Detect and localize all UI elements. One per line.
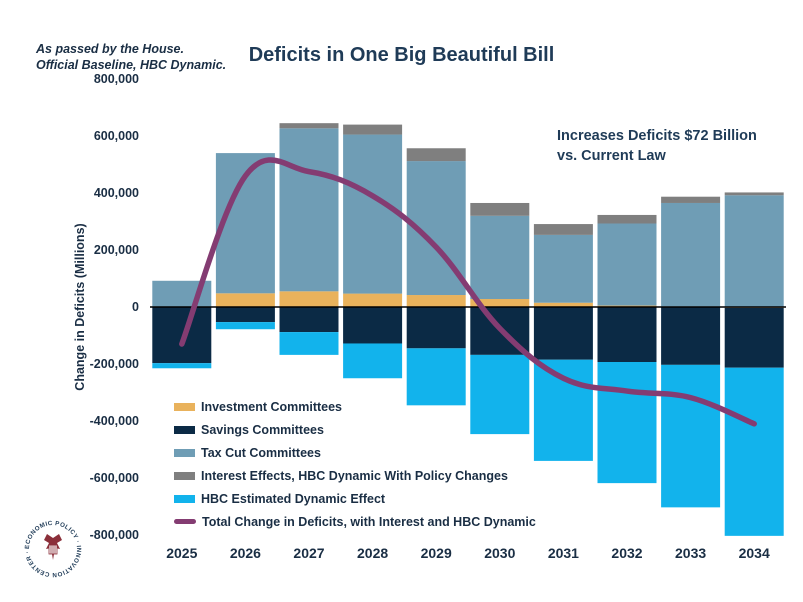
bar-savings — [406, 307, 466, 349]
bar-tax-cut — [343, 134, 403, 294]
bar-investment — [597, 305, 657, 307]
eagle-emblem — [44, 534, 62, 560]
bar-investment — [533, 302, 593, 307]
legend-label-interest: Interest Effects, HBC Dynamic With Polic… — [201, 468, 508, 483]
bar-dynamic — [724, 367, 784, 536]
subtitle-line-2: Official Baseline, HBC Dynamic. — [36, 58, 227, 72]
bar-investment — [343, 293, 403, 307]
legend-swatch-tax-cut — [174, 448, 195, 457]
bar-savings — [661, 307, 721, 365]
y-tick-label: 200,000 — [94, 243, 139, 257]
bar-interest — [279, 123, 339, 129]
legend-swatch-investment — [174, 402, 195, 411]
bar-investment — [215, 293, 275, 307]
legend-label-dynamic: HBC Estimated Dynamic Effect — [201, 491, 386, 506]
bar-dynamic — [343, 343, 403, 379]
callout-line-1: Increases Deficits $72 Billion — [557, 128, 757, 144]
bar-investment — [470, 299, 530, 307]
callout-line-2: vs. Current Law — [557, 148, 666, 164]
bar-savings — [343, 307, 403, 344]
subtitle-line-1: As passed by the House. — [36, 42, 184, 56]
bar-interest — [406, 148, 466, 162]
bar-dynamic — [215, 322, 275, 330]
legend-item-savings: Savings Committees — [174, 418, 536, 441]
bar-savings — [215, 307, 275, 323]
chart-title: Deficits in One Big Beautiful Bill — [248, 44, 555, 66]
bar-interest — [470, 202, 530, 216]
callout-annotation: Increases Deficits $72 Billion vs. Curre… — [557, 126, 757, 166]
y-tick-label: 600,000 — [94, 129, 139, 143]
bar-interest — [343, 124, 403, 135]
bar-dynamic — [533, 359, 593, 461]
x-tick-label: 2029 — [421, 545, 452, 561]
bar-investment — [279, 291, 339, 307]
bar-tax-cut — [724, 195, 784, 307]
legend-item-interest: Interest Effects, HBC Dynamic With Polic… — [174, 464, 536, 487]
bar-dynamic — [470, 354, 530, 435]
x-tick-label: 2028 — [357, 545, 388, 561]
total-change-line — [179, 157, 757, 427]
legend-item-total-line: Total Change in Deficits, with Interest … — [174, 510, 536, 533]
bar-interest — [597, 214, 657, 224]
legend-label-investment: Investment Committees — [201, 399, 343, 414]
bar-tax-cut — [279, 128, 339, 292]
bar-tax-cut — [470, 215, 530, 300]
bar-interest — [533, 224, 593, 235]
bar-dynamic — [597, 362, 657, 484]
y-axis-label: Change in Deficits (Millions) — [73, 223, 87, 391]
legend-item-investment: Investment Committees — [174, 395, 536, 418]
x-tick-label: 2031 — [548, 545, 579, 561]
x-tick-label: 2030 — [484, 545, 515, 561]
bar-tax-cut — [661, 202, 721, 307]
x-tick-label: 2032 — [611, 545, 642, 561]
x-tick-label: 2025 — [166, 545, 197, 561]
x-tick-label: 2034 — [739, 545, 770, 561]
bar-savings — [597, 307, 657, 363]
y-tick-label: -600,000 — [90, 471, 139, 485]
legend-swatch-interest — [174, 471, 195, 480]
legend-item-dynamic: HBC Estimated Dynamic Effect — [174, 487, 536, 510]
legend-label-savings: Savings Committees — [201, 422, 324, 437]
legend-item-tax-cut: Tax Cut Committees — [174, 441, 536, 464]
bar-savings — [152, 307, 212, 364]
bar-dynamic — [152, 363, 212, 369]
bar-savings — [724, 307, 784, 368]
y-tick-label: 800,000 — [94, 72, 139, 86]
bar-dynamic — [661, 364, 721, 508]
eagle-seal-icon: ECONOMIC POLICY · INNOVATION CENTER · — [24, 520, 82, 578]
bar-dynamic — [406, 348, 466, 406]
x-tick-label: 2027 — [293, 545, 324, 561]
legend-swatch-savings — [174, 425, 195, 434]
bar-investment — [406, 295, 466, 307]
bar-tax-cut — [533, 234, 593, 303]
legend-swatch-dynamic — [174, 494, 195, 503]
legend: Investment Committees Savings Committees… — [174, 395, 536, 533]
x-tick-label: 2033 — [675, 545, 706, 561]
y-tick-label: -400,000 — [90, 414, 139, 428]
bar-savings — [279, 307, 339, 333]
bar-interest — [661, 196, 721, 203]
y-tick-label: -200,000 — [90, 357, 139, 371]
bar-dynamic — [279, 332, 339, 355]
legend-label-tax-cut: Tax Cut Committees — [201, 445, 321, 460]
bar-tax-cut — [597, 223, 657, 306]
y-tick-label: 0 — [132, 300, 139, 314]
bar-interest — [724, 192, 784, 196]
y-tick-label: 400,000 — [94, 186, 139, 200]
x-tick-label: 2026 — [230, 545, 261, 561]
legend-swatch-total-line — [174, 519, 196, 524]
bar-savings — [533, 307, 593, 360]
legend-label-total-line: Total Change in Deficits, with Interest … — [202, 514, 536, 529]
y-tick-label: -800,000 — [90, 528, 139, 542]
